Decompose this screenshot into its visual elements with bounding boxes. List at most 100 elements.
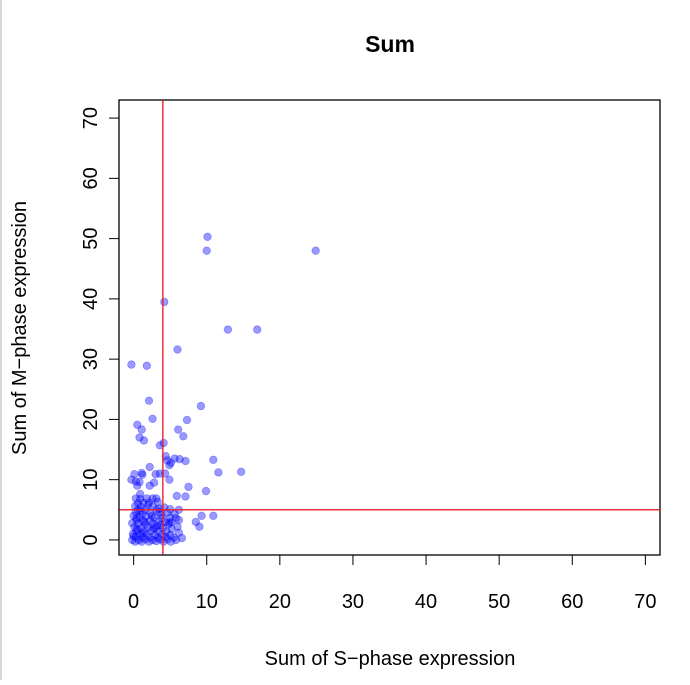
data-point xyxy=(173,345,182,354)
data-point xyxy=(133,481,142,490)
window-edge xyxy=(0,0,2,680)
data-point xyxy=(140,517,149,527)
data-point xyxy=(160,297,169,307)
data-point xyxy=(182,415,192,425)
data-point xyxy=(173,522,182,531)
data-point xyxy=(134,535,143,545)
data-point xyxy=(133,524,142,534)
data-point xyxy=(145,462,154,472)
data-point xyxy=(151,523,160,533)
data-point xyxy=(127,475,136,484)
data-point xyxy=(128,529,138,539)
data-point xyxy=(138,533,147,542)
data-point xyxy=(141,520,150,529)
data-point xyxy=(152,521,162,530)
data-point xyxy=(145,481,154,490)
data-point xyxy=(149,478,159,487)
data-point xyxy=(174,515,184,525)
y-tick-label: 60 xyxy=(80,167,102,189)
data-point xyxy=(132,526,141,536)
data-point xyxy=(138,529,147,538)
data-point xyxy=(135,489,145,499)
data-point xyxy=(146,516,155,525)
data-point xyxy=(137,468,146,478)
data-point xyxy=(139,436,149,445)
data-point xyxy=(144,537,154,546)
data-point xyxy=(167,524,176,534)
data-point xyxy=(138,470,147,479)
data-point xyxy=(171,535,181,545)
data-point xyxy=(169,533,178,542)
y-tick-label: 0 xyxy=(80,534,102,545)
data-point xyxy=(152,494,161,503)
x-axis: 0 10 20 30 40 50 60 70 xyxy=(128,554,657,613)
data-point xyxy=(311,246,320,255)
data-point xyxy=(130,523,139,532)
data-point xyxy=(159,438,168,448)
y-tick-label: 70 xyxy=(80,107,102,129)
data-point xyxy=(136,523,146,533)
x-tick-label: 0 xyxy=(128,591,139,613)
data-point xyxy=(147,511,157,520)
data-point xyxy=(142,361,151,370)
x-tick-label: 40 xyxy=(415,591,437,613)
plot-box xyxy=(118,99,661,556)
data-point xyxy=(174,528,184,537)
data-point xyxy=(164,520,173,529)
data-point xyxy=(149,524,158,533)
data-point xyxy=(131,532,140,542)
x-tick-label: 70 xyxy=(634,591,656,613)
data-point xyxy=(214,468,223,477)
y-tick-label: 40 xyxy=(80,288,102,310)
data-point xyxy=(129,532,138,541)
data-point xyxy=(130,537,140,546)
data-point xyxy=(135,433,144,442)
data-point xyxy=(165,513,175,522)
x-tick-label: 20 xyxy=(269,591,291,613)
data-point xyxy=(148,519,157,528)
data-point xyxy=(170,454,179,463)
data-point xyxy=(172,491,181,501)
data-point xyxy=(137,537,146,546)
data-point xyxy=(191,517,200,527)
data-point xyxy=(135,494,145,504)
data-point xyxy=(136,502,146,511)
data-point xyxy=(181,456,190,466)
data-point xyxy=(145,533,154,542)
data-point xyxy=(184,482,193,492)
data-point xyxy=(197,511,206,520)
data-point xyxy=(138,516,148,525)
points-layer xyxy=(127,232,320,546)
chart-title: Sum xyxy=(365,31,415,57)
data-point xyxy=(132,515,141,525)
y-axis-label: Sum of M−phase expression xyxy=(9,201,31,455)
data-point xyxy=(143,500,153,510)
data-point xyxy=(131,477,140,486)
data-point xyxy=(146,508,155,517)
data-point xyxy=(157,530,167,539)
data-point xyxy=(139,527,149,536)
data-point xyxy=(148,494,157,503)
data-point xyxy=(138,498,148,507)
data-point xyxy=(135,530,144,539)
data-point xyxy=(159,537,168,546)
data-point xyxy=(153,533,162,542)
data-point xyxy=(166,537,176,546)
y-tick-label: 20 xyxy=(80,408,102,430)
data-point xyxy=(165,518,174,527)
data-point xyxy=(131,494,140,503)
data-point xyxy=(175,455,184,464)
data-point xyxy=(129,511,138,520)
data-point xyxy=(149,513,159,522)
data-point xyxy=(135,512,144,522)
data-point xyxy=(144,396,154,405)
data-point xyxy=(155,535,165,544)
data-point xyxy=(171,514,181,523)
x-tick-label: 50 xyxy=(488,591,510,613)
data-point xyxy=(133,499,143,508)
data-point xyxy=(137,425,146,434)
data-point xyxy=(146,526,156,536)
data-point xyxy=(135,477,144,487)
data-point xyxy=(181,492,190,501)
